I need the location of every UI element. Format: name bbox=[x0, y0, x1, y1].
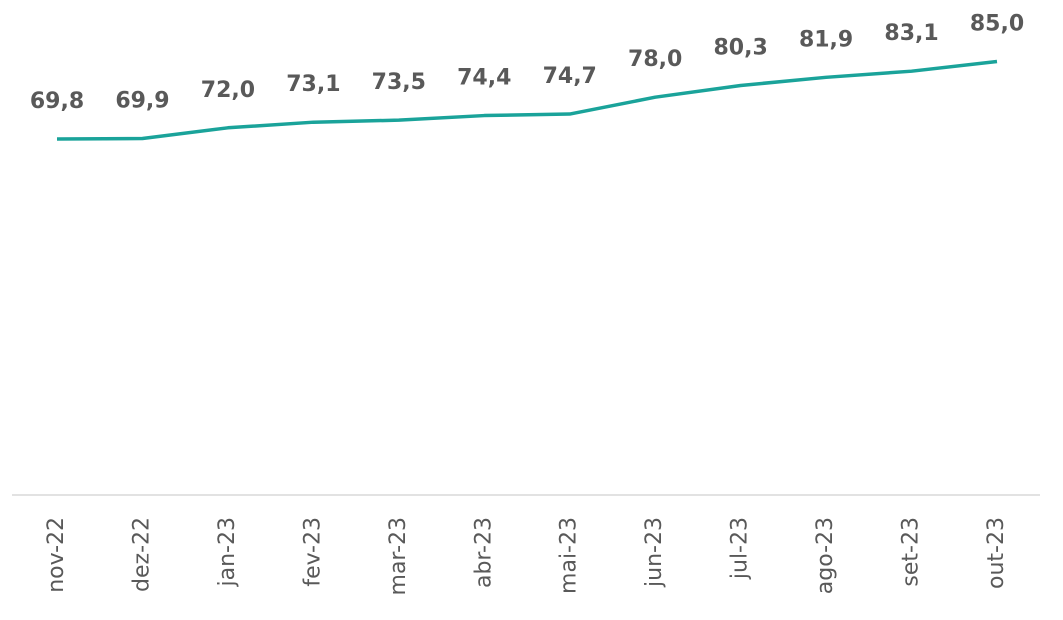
line bbox=[56, 59, 998, 141]
x-tick-label: set-23 bbox=[899, 517, 924, 587]
x-tick-label: jul-23 bbox=[728, 517, 753, 580]
x-tick-label: ago-23 bbox=[813, 517, 838, 594]
x-tick-label: jan-23 bbox=[215, 517, 240, 587]
x-tick-label: jun-23 bbox=[642, 517, 667, 588]
data-label: 73,1 bbox=[286, 72, 340, 97]
x-tick-label: dez-22 bbox=[129, 517, 154, 592]
data-label: 72,0 bbox=[201, 78, 255, 103]
data-label: 73,5 bbox=[372, 70, 426, 95]
data-label: 78,0 bbox=[628, 47, 682, 72]
data-label: 80,3 bbox=[713, 35, 767, 60]
data-label: 85,0 bbox=[970, 12, 1024, 37]
x-tick-label: mar-23 bbox=[386, 517, 411, 595]
x-tick-label: nov-22 bbox=[44, 517, 69, 593]
x-tick-label: abr-23 bbox=[471, 517, 496, 588]
x-tick-label: fev-23 bbox=[300, 517, 325, 587]
data-label: 83,1 bbox=[884, 21, 938, 46]
data-label: 81,9 bbox=[799, 27, 853, 52]
x-tick-label: mai-23 bbox=[557, 517, 582, 594]
data-label: 74,4 bbox=[457, 66, 511, 91]
data-label: 74,7 bbox=[543, 64, 597, 89]
data-label: 69,8 bbox=[30, 89, 84, 114]
data-label: 69,9 bbox=[115, 89, 169, 114]
x-tick-label: out-23 bbox=[984, 517, 1009, 589]
